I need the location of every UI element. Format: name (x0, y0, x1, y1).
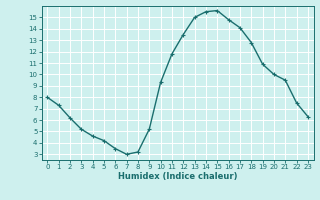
X-axis label: Humidex (Indice chaleur): Humidex (Indice chaleur) (118, 172, 237, 181)
